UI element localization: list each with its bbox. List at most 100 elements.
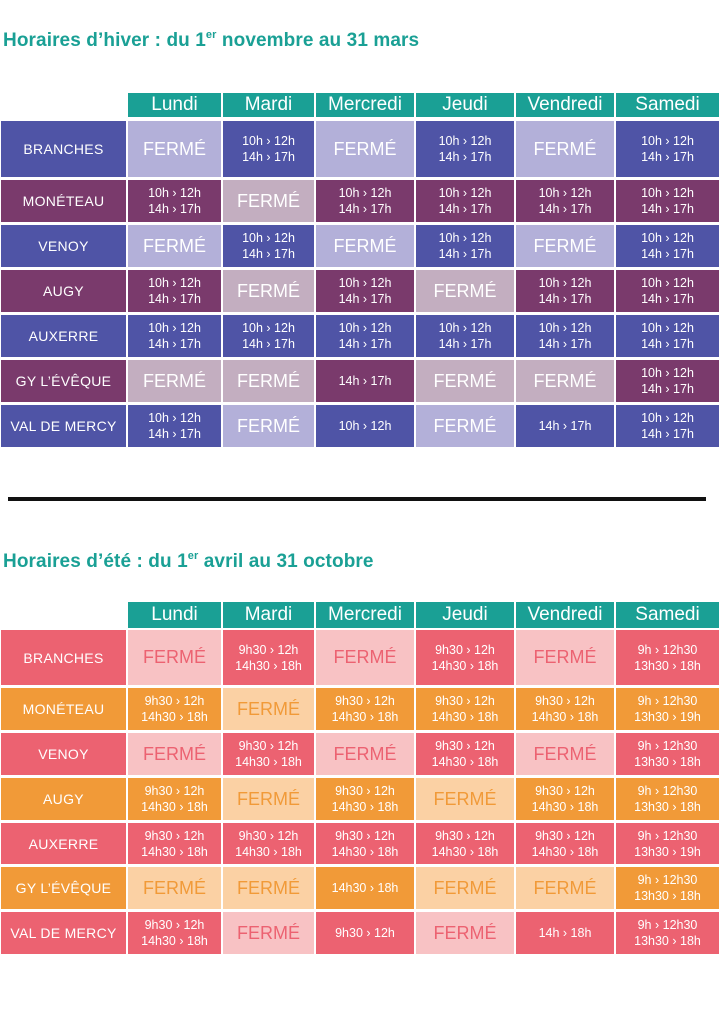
hours-line: 14h30 › 18h [331,710,399,724]
hours-cell: 14h › 18h [515,911,615,955]
table-row: VENOY FERMÉ 10h › 12h 14h › 17h FERMÉ 10h › 1… [0,224,720,268]
hours-line: 14h30 › 18h [141,710,208,724]
hours-cell: 10h › 12h 14h › 17h [615,120,720,178]
hours-line: 10h › 12h [641,366,694,380]
hours-cell: 14h › 17h [315,359,415,403]
table-row: MONÉTEAU 9h30 › 12h 14h30 › 18h FERMÉ 9h30 ›… [0,687,720,731]
hours-line: 14h › 17h [148,337,201,351]
closed-cell: FERMÉ [315,120,415,178]
hours-line: 10h › 12h [641,321,694,335]
closed-cell: FERMÉ [515,866,615,910]
hours-line: 9h30 › 12h [238,642,299,657]
hours-line: 14h › 17h [538,202,592,216]
hours-line: 13h30 › 18h [634,800,701,814]
hours-cell: 9h30 › 12h 14h30 › 18h [222,629,315,686]
hours-line: 14h › 17h [338,292,392,306]
winter-header-row: Lundi Mardi Mercredi Jeudi Vendredi Samedi [0,92,720,118]
table-row: AUXERRE 10h › 12h 14h › 17h 10h › 12h 14h › … [0,314,720,358]
hours-line: 10h › 12h [338,276,392,290]
hours-cell: 10h › 12h [315,404,415,448]
winter-title-sup: er [205,29,217,41]
location-name: VENOY [0,224,127,268]
day-header-samedi: Samedi [615,601,720,629]
hours-cell: 10h › 12h 14h › 17h [415,179,515,223]
closed-cell: FERMÉ [515,359,615,403]
hours-cell: 10h › 12h 14h › 17h [615,269,720,313]
hours-cell: 10h › 12h 14h › 17h [315,269,415,313]
hours-line: 14h › 17h [641,202,694,216]
table-row: GY L’ÉVÊQUE FERMÉ FERMÉ 14h › 17h FERMÉ FERMÉ… [0,359,720,403]
summer-title: Horaires d’été : du 1er avril au 31 octo… [3,551,374,573]
hours-cell: 10h › 12h 14h › 17h [222,120,315,178]
hours-line: 10h › 12h [538,186,592,200]
hours-line: 10h › 12h [438,134,492,148]
hours-line: 10h › 12h [641,276,694,290]
section-divider [8,497,706,501]
hours-line: 10h › 12h [148,186,201,200]
hours-cell: 9h30 › 12h 14h30 › 18h [415,732,515,776]
hours-line: 10h › 12h [438,186,492,200]
table-row: BRANCHES FERMÉ 10h › 12h 14h › 17h FERMÉ 10h … [0,120,720,178]
hours-cell: 9h › 12h30 13h30 › 19h [615,687,720,731]
table-row: BRANCHES FERMÉ 9h30 › 12h 14h30 › 18h FERMÉ 9… [0,629,720,686]
hours-cell: 9h30 › 12h 14h30 › 18h [315,822,415,865]
hours-line: 14h › 17h [438,247,492,261]
hours-cell: 10h › 12h 14h › 17h [615,404,720,448]
hours-line: 14h › 17h [242,247,295,261]
hours-line: 10h › 12h [242,134,295,148]
summer-header-row: Lundi Mardi Mercredi Jeudi Vendredi Samedi [0,601,720,629]
location-name: AUGY [0,777,127,821]
hours-line: 14h30 › 18h [331,881,399,895]
hours-cell: 9h30 › 12h 14h30 › 18h [127,822,222,865]
closed-cell: FERMÉ [222,404,315,448]
summer-title-prefix: Horaires d’été : du 1 [3,551,188,572]
closed-cell: FERMÉ [127,224,222,268]
hours-cell: 9h › 12h30 13h30 › 18h [615,732,720,776]
location-name: MONÉTEAU [0,687,127,731]
hours-cell: 14h30 › 18h [315,866,415,910]
header-corner [0,92,127,118]
hours-cell: 9h30 › 12h 14h30 › 18h [415,822,515,865]
closed-cell: FERMÉ [222,777,315,821]
hours-line: 13h30 › 19h [634,710,701,724]
hours-line: 13h30 › 18h [634,889,701,903]
closed-cell: FERMÉ [415,359,515,403]
table-row: VAL DE MERCY 9h30 › 12h 14h30 › 18h FERMÉ 9h… [0,911,720,955]
day-header-vendredi: Vendredi [515,601,615,629]
hours-line: 13h30 › 19h [634,844,701,859]
hours-line: 10h › 12h [148,411,201,425]
hours-line: 14h › 17h [438,202,492,216]
hours-line: 14h30 › 18h [431,658,499,673]
hours-line: 14h30 › 18h [141,800,208,814]
summer-title-suffix: avril au 31 octobre [198,551,374,572]
hours-cell: 9h30 › 12h 14h30 › 18h [222,732,315,776]
hours-line: 10h › 12h [538,321,592,335]
hours-cell: 10h › 12h 14h › 17h [615,224,720,268]
hours-cell: 10h › 12h 14h › 17h [615,179,720,223]
hours-cell: 9h › 12h30 13h30 › 18h [615,911,720,955]
closed-cell: FERMÉ [222,269,315,313]
closed-cell: FERMÉ [222,866,315,910]
hours-line: 9h30 › 12h [335,694,395,708]
header-corner [0,601,127,629]
hours-cell: 9h30 › 12h 14h30 › 18h [415,687,515,731]
day-header-mardi: Mardi [222,92,315,118]
hours-line: 14h › 17h [438,150,492,164]
hours-cell: 10h › 12h 14h › 17h [415,120,515,178]
hours-line: 10h › 12h [538,276,592,290]
hours-cell: 10h › 12h 14h › 17h [415,224,515,268]
table-row: MONÉTEAU 10h › 12h 14h › 17h FERMÉ 10h › 12h… [0,179,720,223]
day-header-mardi: Mardi [222,601,315,629]
hours-line: 9h30 › 12h [335,828,395,843]
hours-line: 10h › 12h [641,134,694,148]
hours-line: 9h › 12h30 [637,918,698,932]
hours-line: 10h › 12h [641,231,694,245]
closed-cell: FERMÉ [222,911,315,955]
hours-line: 14h30 › 18h [431,710,499,724]
hours-cell: 10h › 12h 14h › 17h [127,314,222,358]
table-row: VENOY FERMÉ 9h30 › 12h 14h30 › 18h FERMÉ 9h30… [0,732,720,776]
hours-cell: 9h30 › 12h 14h30 › 18h [127,687,222,731]
closed-cell: FERMÉ [315,732,415,776]
hours-cell: 9h30 › 12h 14h30 › 18h [315,687,415,731]
location-name: VENOY [0,732,127,776]
